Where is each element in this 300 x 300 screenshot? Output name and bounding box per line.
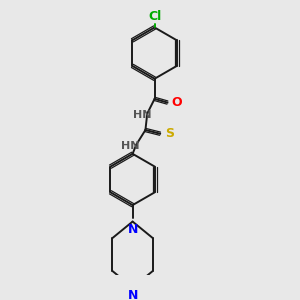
Text: N: N (128, 289, 138, 300)
Text: N: N (128, 224, 138, 236)
Text: HN: HN (121, 141, 139, 151)
Text: O: O (171, 96, 182, 109)
Text: S: S (165, 127, 174, 140)
Text: Cl: Cl (148, 10, 161, 23)
Text: HN: HN (133, 110, 151, 120)
